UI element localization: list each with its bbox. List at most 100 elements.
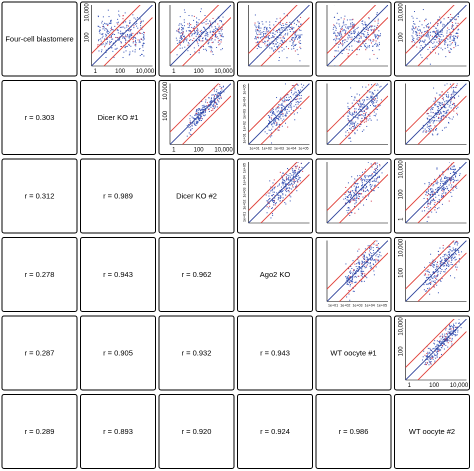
data-point — [373, 190, 375, 192]
x-tick-label: 1e+05 — [377, 304, 387, 308]
data-point — [349, 19, 351, 21]
data-point — [343, 39, 345, 41]
data-point — [444, 336, 446, 338]
data-point — [277, 185, 279, 187]
data-point — [212, 94, 214, 96]
identity-line — [91, 5, 153, 66]
data-point — [358, 114, 360, 116]
data-point — [454, 248, 456, 250]
data-point — [281, 46, 283, 48]
data-point — [456, 327, 458, 329]
data-point — [436, 340, 438, 342]
data-point — [347, 207, 349, 209]
data-point — [450, 168, 452, 170]
data-point — [349, 276, 351, 278]
correlation-panel: r = 0.905 — [80, 315, 156, 391]
fold-change-line — [405, 162, 455, 211]
data-point — [446, 101, 448, 103]
x-tick-label: 1e+04 — [365, 304, 375, 308]
data-point — [431, 355, 433, 357]
data-point — [451, 260, 453, 262]
data-point — [436, 261, 438, 263]
data-point — [432, 199, 434, 201]
data-point — [443, 111, 445, 113]
data-point — [379, 251, 381, 253]
data-point — [220, 39, 222, 41]
correlation-label: r = 0.905 — [103, 349, 133, 358]
data-point — [187, 42, 189, 44]
data-point — [435, 277, 437, 279]
data-point — [179, 32, 181, 34]
data-point — [443, 183, 445, 185]
data-point — [357, 103, 359, 105]
data-point — [98, 39, 100, 41]
data-point — [354, 24, 356, 26]
data-point — [255, 38, 257, 40]
data-point — [275, 20, 277, 22]
data-point — [437, 343, 439, 345]
data-point — [213, 107, 215, 109]
data-point — [335, 29, 337, 31]
data-point — [439, 16, 441, 18]
data-point — [372, 25, 374, 27]
data-point — [284, 101, 286, 103]
data-point — [278, 37, 280, 39]
data-point — [439, 263, 441, 265]
data-point — [444, 44, 446, 46]
data-point — [348, 137, 350, 139]
data-point — [299, 37, 301, 39]
data-point — [188, 22, 190, 24]
data-point — [180, 23, 182, 25]
data-point — [451, 343, 453, 345]
data-point — [200, 115, 202, 117]
data-point — [268, 34, 270, 36]
data-point — [445, 39, 447, 41]
data-point — [277, 42, 279, 44]
data-point — [435, 182, 437, 184]
data-point — [457, 15, 459, 17]
data-point — [200, 120, 202, 122]
data-point — [275, 48, 277, 50]
data-point — [216, 96, 218, 98]
data-point — [436, 180, 438, 182]
data-point — [339, 43, 341, 45]
data-point — [452, 247, 454, 249]
data-point — [433, 87, 435, 89]
correlation-label: r = 0.287 — [25, 349, 55, 358]
data-point — [424, 39, 426, 41]
data-point — [440, 335, 442, 337]
data-point — [102, 28, 104, 30]
data-point — [280, 196, 282, 198]
data-point — [335, 35, 337, 37]
data-point — [218, 27, 220, 29]
data-point — [422, 127, 424, 129]
data-point — [431, 107, 433, 109]
correlation-label: r = 0.962 — [182, 270, 212, 279]
data-point — [435, 354, 437, 356]
data-point — [116, 47, 118, 49]
x-tick-label: 1e+01 — [250, 147, 260, 151]
y-tick-label: 1e+04 — [243, 97, 247, 107]
data-point — [435, 115, 437, 117]
data-point — [375, 115, 377, 117]
data-point — [432, 112, 434, 114]
data-point — [109, 43, 111, 45]
data-point — [437, 33, 439, 35]
data-point — [373, 240, 375, 241]
data-point — [432, 277, 434, 279]
data-point — [269, 111, 271, 113]
data-point — [112, 38, 114, 40]
data-point — [106, 31, 108, 33]
data-point — [135, 40, 137, 42]
data-point — [349, 111, 351, 113]
data-point — [448, 122, 450, 124]
data-point — [348, 194, 350, 196]
data-point — [177, 43, 179, 45]
data-point — [454, 179, 456, 181]
data-point — [368, 248, 370, 250]
data-point — [439, 35, 441, 37]
data-point — [445, 264, 447, 266]
data-point — [192, 117, 194, 119]
data-point — [292, 174, 294, 176]
data-point — [294, 172, 296, 174]
